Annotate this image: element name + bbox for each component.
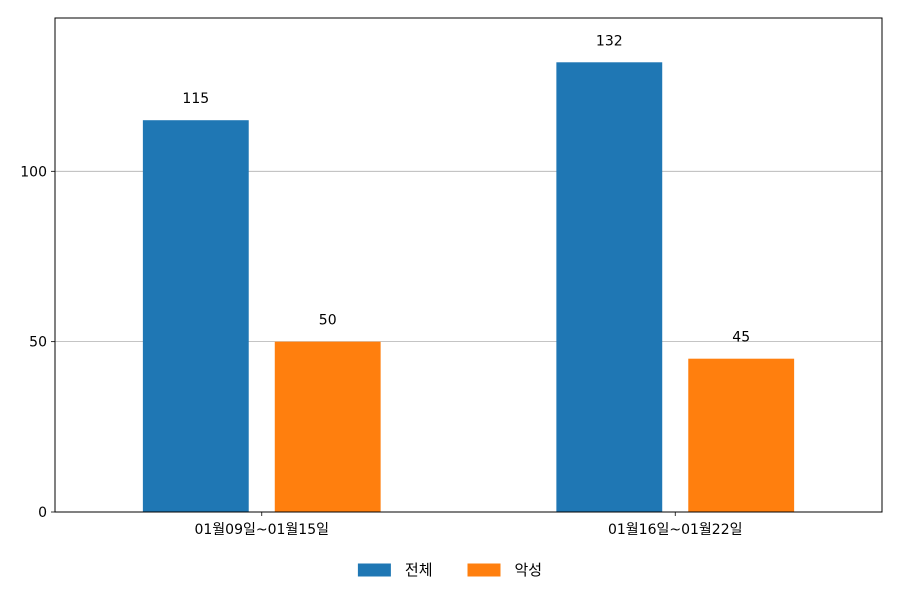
bar-악성-1 [688,358,795,512]
bar-전체-0 [142,120,249,512]
data-label-전체-0: 115 [182,91,209,107]
plot-frame [54,17,883,513]
y-tick-label-0: 0 [38,505,47,521]
y-tick-label-50: 50 [29,335,47,351]
legend-swatch-0 [357,563,391,577]
legend-label-0: 전체 [405,561,433,579]
y-tick-label-100: 100 [20,164,47,180]
x-tick-label-0: 01월09일~01월15일 [194,522,329,538]
data-label-악성-0: 50 [319,313,337,329]
data-label-악성-1: 45 [732,330,750,346]
legend: 전체 악성 [357,561,543,579]
data-label-전체-1: 132 [596,33,623,49]
legend-swatch-1 [467,563,501,577]
x-tick-label-1: 01월16일~01월22일 [608,522,743,538]
bar-악성-0 [274,341,381,512]
legend-label-1: 악성 [515,561,543,579]
bars [142,62,795,513]
axes: 01월09일~01월15일 01월16일~01월22일 0 50 100 [20,17,883,538]
data-labels: 115 50 132 45 [182,33,750,345]
bar-전체-1 [556,62,663,513]
